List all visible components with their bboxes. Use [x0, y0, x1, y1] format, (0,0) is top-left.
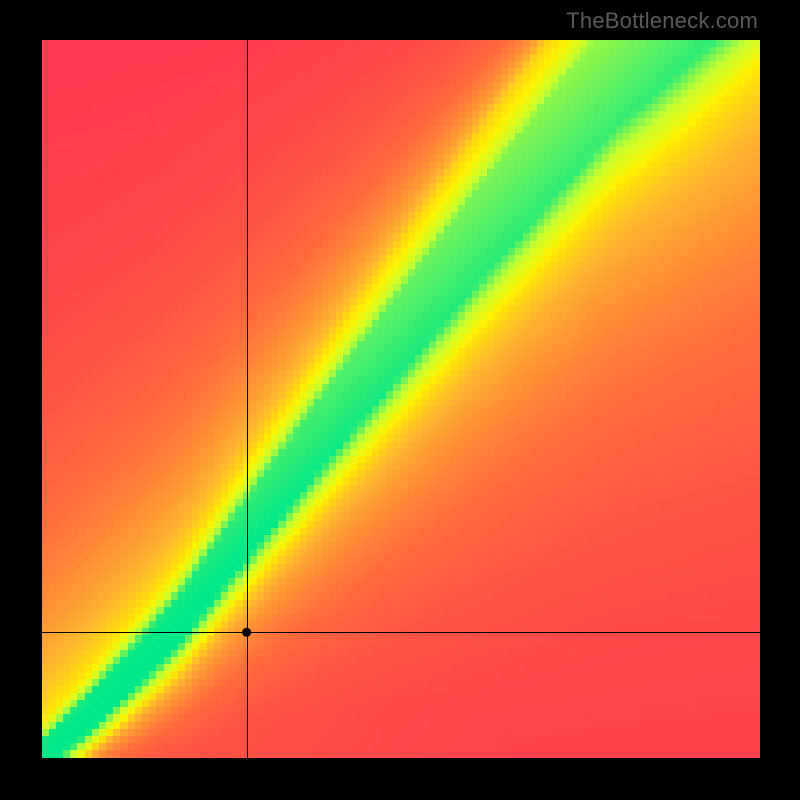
- bottleneck-heatmap: [42, 40, 760, 758]
- chart-container: TheBottleneck.com: [0, 0, 800, 800]
- watermark-text: TheBottleneck.com: [566, 8, 758, 34]
